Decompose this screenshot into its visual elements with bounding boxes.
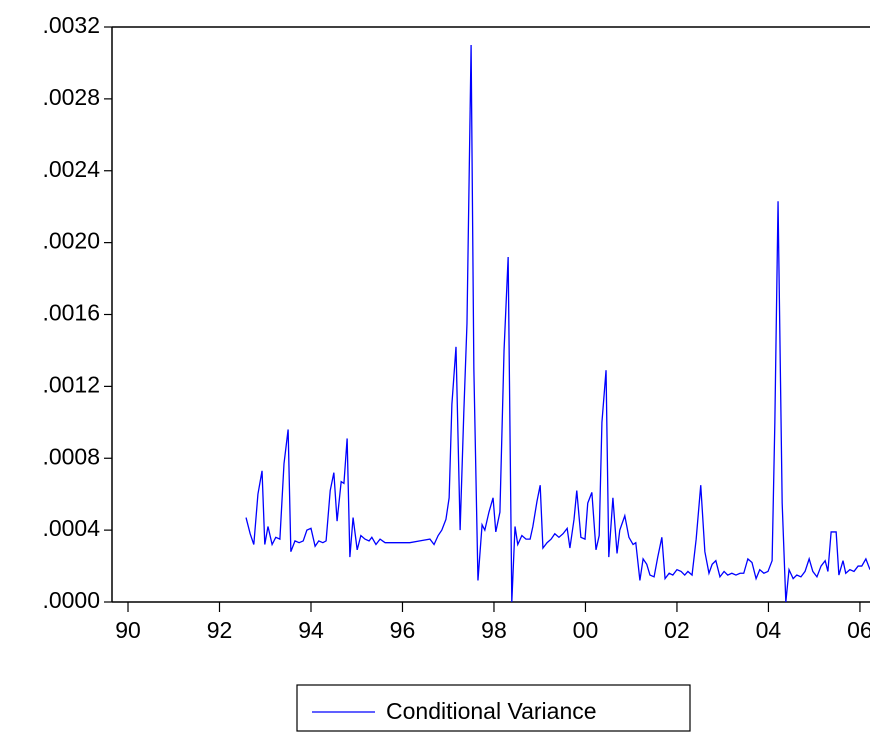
series-line — [245, 44, 870, 603]
y-tick-label: .0016 — [42, 300, 100, 326]
y-tick-label: .0004 — [42, 515, 100, 541]
y-tick-label: .0012 — [42, 371, 100, 397]
y-tick-label: .0024 — [42, 156, 100, 182]
legend-label: Conditional Variance — [386, 698, 597, 724]
y-tick-label: .0032 — [42, 12, 100, 38]
x-tick-label: 92 — [207, 617, 233, 643]
y-tick-label: .0028 — [42, 84, 100, 110]
x-tick-label: 06 — [847, 617, 870, 643]
y-tick-label: .0008 — [42, 443, 100, 469]
x-tick-label: 94 — [298, 617, 324, 643]
x-tick-label: 04 — [756, 617, 782, 643]
x-tick-label: 96 — [390, 617, 416, 643]
y-tick-label: .0020 — [42, 228, 100, 254]
x-tick-label: 00 — [573, 617, 599, 643]
y-tick-label: .0000 — [42, 587, 100, 613]
x-tick-label: 90 — [115, 617, 141, 643]
x-tick-label: 02 — [664, 617, 690, 643]
legend-box — [296, 684, 691, 732]
x-tick-label: 98 — [481, 617, 507, 643]
